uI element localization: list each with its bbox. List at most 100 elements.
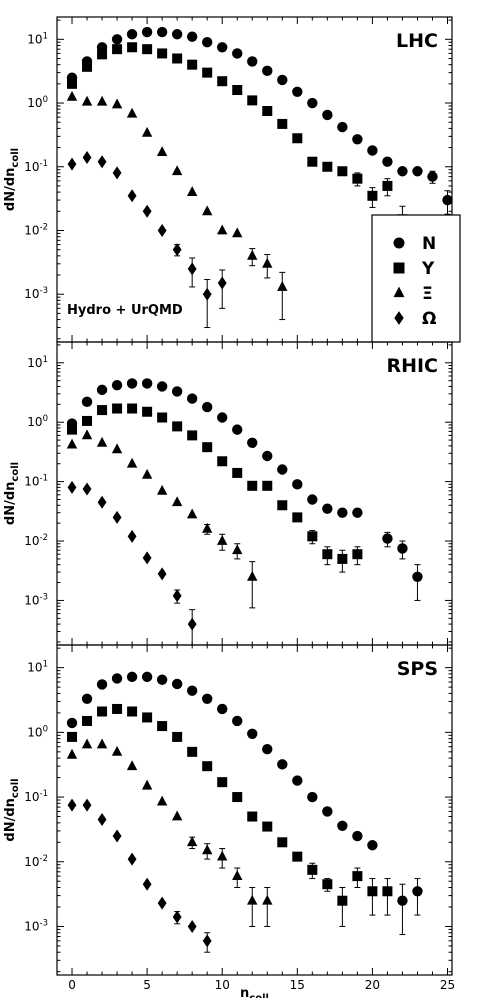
data-point [66,90,78,101]
data-point [81,429,93,440]
data-point [277,759,288,770]
data-point [217,76,228,87]
data-point [111,379,123,391]
data-point [382,180,393,191]
data-point [352,173,363,184]
data-point [247,95,258,106]
data-point [262,480,273,491]
data-point [141,378,153,389]
legend-label: N [422,234,436,254]
data-point [187,262,197,276]
data-point [292,851,303,862]
series-triangle [66,90,288,321]
series-square [67,703,393,927]
data-point [141,468,153,479]
data-point [217,456,228,467]
data-point [157,721,168,732]
data-point [81,95,93,106]
data-point [201,401,213,413]
data-point [187,430,198,441]
data-point [156,484,168,495]
data-point [67,480,77,494]
series-square [67,403,363,573]
data-point [96,738,108,749]
data-point [201,37,213,48]
series-circle [66,378,423,601]
y-axis-label: dN/dncoll [3,462,21,525]
data-point [96,436,108,447]
data-point [232,85,243,96]
data-point [232,715,243,727]
data-point [157,223,167,237]
y-tick-label: 10-2 [24,533,48,548]
data-point [292,86,303,98]
data-point [367,886,378,897]
data-point [187,746,198,757]
y-axis-label: dN/dncoll [3,778,21,841]
data-point [382,533,393,544]
data-point [171,496,183,507]
data-point [412,166,423,177]
data-point [322,879,333,890]
data-point [217,703,228,715]
data-point [201,522,213,533]
data-point [157,896,167,910]
data-point [232,227,243,238]
data-point [82,798,92,812]
x-tick-label: 10 [215,978,230,992]
data-point [172,589,182,603]
data-point [262,821,273,832]
data-point [217,412,228,423]
panel-frame [56,644,453,976]
legend-marker [394,311,404,325]
series-circle [66,26,452,215]
data-point [202,287,212,301]
data-point [127,189,137,203]
data-point [171,678,183,690]
y-tick-label: 100 [27,95,48,110]
data-point [112,166,122,180]
data-point [412,886,423,897]
data-point [82,715,93,726]
data-point [397,543,408,554]
data-point [126,671,138,683]
data-point [322,503,333,514]
data-point [187,919,197,933]
data-point [81,396,93,408]
x-tick-label: 0 [68,978,76,992]
data-point [66,438,78,449]
data-point [277,500,288,511]
data-point [111,673,123,684]
data-point [67,157,77,171]
data-point [262,743,273,755]
data-point [367,145,378,156]
series-diamond [67,480,197,645]
data-point [67,731,78,742]
data-point [201,844,213,855]
series-square [67,42,408,246]
data-point [337,507,348,518]
y-tick-label: 100 [27,724,48,739]
y-tick-label: 10-1 [24,789,48,804]
panel-label: SPS [397,658,438,680]
data-point [96,679,108,690]
data-point [67,798,77,812]
x-tick-label: 25 [440,978,455,992]
legend-marker [393,286,405,298]
data-point [307,864,318,875]
panel-rhic: 10-3 10-2 10-1 100 101 dN/dncoll RHIC [3,341,453,646]
data-point [127,852,137,866]
data-point [172,243,182,257]
data-point [112,703,123,714]
y-tick-label: 101 [27,660,48,675]
data-point [277,118,288,129]
data-point [66,748,78,759]
data-point [232,870,243,881]
series-diamond [67,798,212,953]
data-point [127,529,137,543]
data-point [142,44,153,55]
data-point [127,403,138,414]
data-point [202,761,213,772]
data-point [247,480,258,491]
data-point [202,934,212,948]
